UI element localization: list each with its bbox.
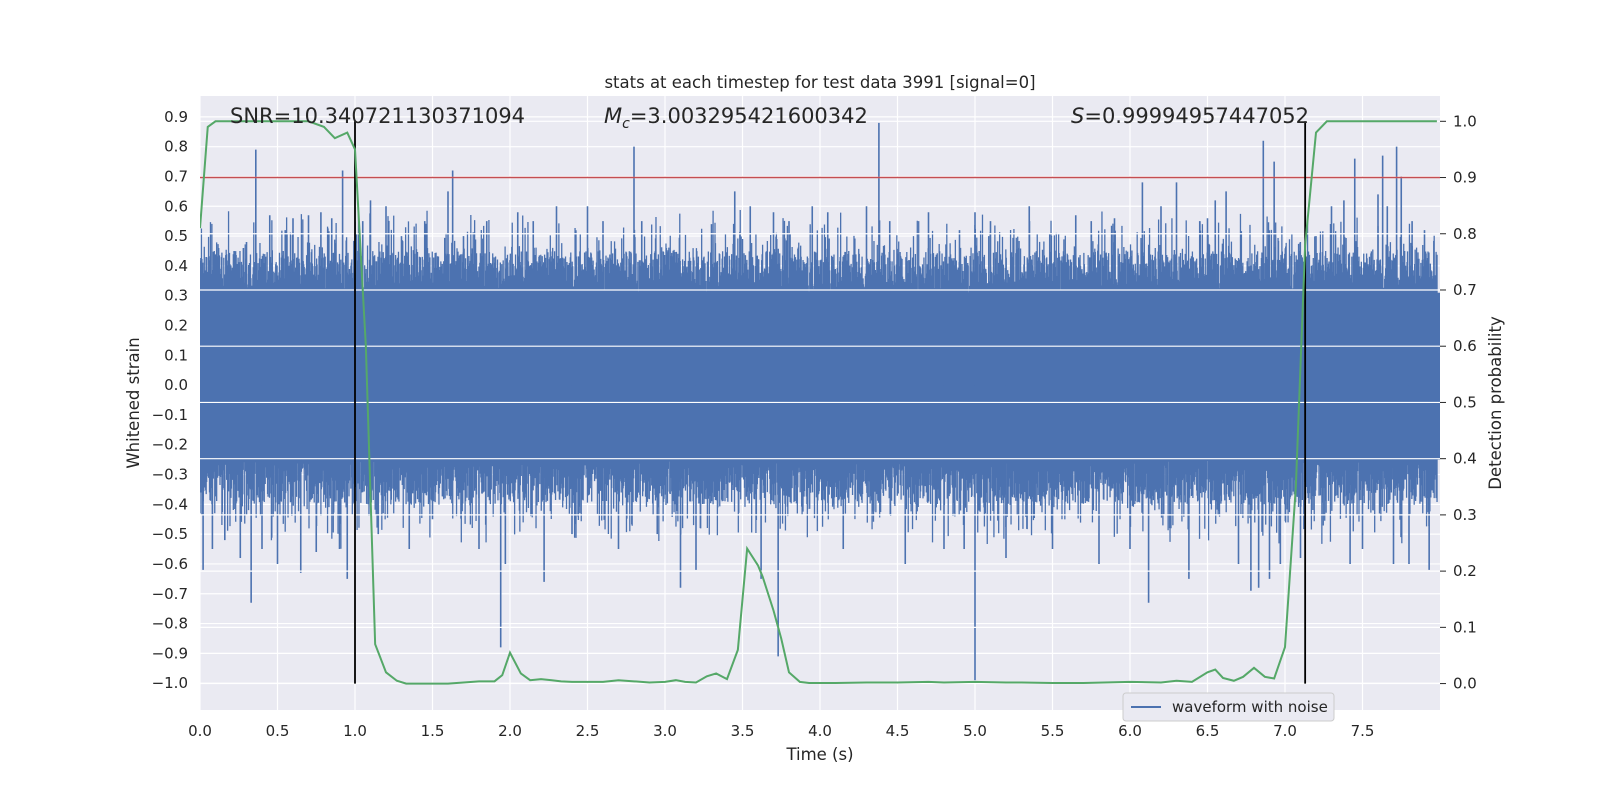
x-tick-label: 2.0	[498, 722, 522, 740]
y-tick-label: −0.2	[152, 436, 188, 454]
y-right-tick-label: 0.2	[1453, 562, 1477, 580]
y-tick-label: 0.6	[164, 197, 188, 215]
y-right-tick-label: 0.7	[1453, 281, 1477, 299]
x-tick-labels: 0.0 0.5 1.0 1.5 2.0 2.5 3.0 3.5 4.0 4.5 5.0 5.5 6.0 6…	[188, 722, 1374, 740]
x-axis-label: Time (s)	[785, 745, 853, 764]
y-tick-label: 0.5	[164, 227, 188, 245]
score-annotation: S=0.99994957447052	[1071, 104, 1309, 128]
y-tick-labels: 0.9 0.8 0.7 0.6 0.5 0.4 0.3 0.2 0.1 0.0 −0.1 −0.2 −0…	[152, 108, 188, 692]
y-tick-label: −0.5	[152, 525, 188, 543]
y-tick-label: 0.8	[164, 138, 188, 156]
y-tick-label: 0.9	[164, 108, 188, 126]
x-tick-label: 1.0	[343, 722, 367, 740]
y-axis-label: Whitened strain	[124, 337, 143, 468]
chirp-mass-subscript: c	[622, 116, 630, 132]
y-tick-label: 0.0	[164, 376, 188, 394]
y-right-tick-labels: 1.0 0.9 0.8 0.7 0.6 0.5 0.4 0.3 0.2 0.1 0.0	[1440, 112, 1477, 693]
y-tick-label: 0.3	[164, 287, 188, 305]
score-value: =0.99994957447052	[1084, 104, 1309, 128]
x-tick-label: 6.5	[1196, 722, 1220, 740]
waveform-series	[200, 122, 1440, 681]
chirp-mass-annotation: Mc=3.003295421600342	[604, 104, 868, 132]
x-tick-label: 3.5	[731, 722, 755, 740]
waveform-core	[200, 292, 1440, 460]
y-tick-label: −0.6	[152, 555, 188, 573]
x-tick-label: 6.0	[1118, 722, 1142, 740]
x-tick-label: 0.0	[188, 722, 212, 740]
y-tick-label: 0.2	[164, 317, 188, 335]
y-tick-label: 0.1	[164, 346, 188, 364]
snr-annotation: SNR=10.340721130371094	[230, 104, 525, 128]
x-tick-label: 5.5	[1041, 722, 1065, 740]
y-right-tick-label: 1.0	[1453, 112, 1477, 130]
x-tick-label: 2.5	[576, 722, 600, 740]
y-tick-label: −0.1	[152, 406, 188, 424]
y-tick-label: −0.9	[152, 644, 188, 662]
legend: waveform with noise	[1122, 692, 1335, 722]
chirp-mass-symbol: M	[604, 104, 622, 128]
y-tick-label: 0.7	[164, 167, 188, 185]
detection-boundaries	[354, 121, 1307, 684]
x-tick-label: 7.5	[1351, 722, 1375, 740]
chirp-mass-value: =3.003295421600342	[630, 104, 868, 128]
chart-title: stats at each timestep for test data 399…	[604, 73, 1035, 92]
y-right-tick-label: 0.9	[1453, 169, 1477, 187]
y-tick-label: −0.4	[152, 495, 188, 513]
y-right-tick-label: 0.8	[1453, 225, 1477, 243]
y-tick-label: 0.4	[164, 257, 188, 275]
x-tick-label: 0.5	[266, 722, 290, 740]
y-right-axis-label: Detection probability	[1486, 316, 1505, 490]
x-tick-label: 4.5	[886, 722, 910, 740]
y-tick-label: −0.7	[152, 585, 188, 603]
y-right-tick-label: 0.6	[1453, 337, 1477, 355]
x-tick-label: 5.0	[963, 722, 987, 740]
x-tick-label: 4.0	[808, 722, 832, 740]
x-tick-label: 1.5	[421, 722, 445, 740]
y-right-tick-label: 0.3	[1453, 506, 1477, 524]
detection-probability-line	[200, 120, 1437, 685]
y-right-tick-label: 0.4	[1453, 450, 1477, 468]
x-tick-label: 7.0	[1273, 722, 1297, 740]
y-tick-label: −1.0	[152, 674, 188, 692]
x-tick-label: 3.0	[653, 722, 677, 740]
y-right-tick-label: 0.5	[1453, 393, 1477, 411]
score-symbol: S	[1071, 104, 1084, 128]
legend-label: waveform with noise	[1172, 698, 1328, 716]
y-tick-label: −0.8	[152, 615, 188, 633]
y-right-tick-label: 0.0	[1453, 675, 1477, 693]
legend-box	[1122, 692, 1335, 722]
y-right-tick-label: 0.1	[1453, 618, 1477, 636]
y-tick-label: −0.3	[152, 466, 188, 484]
